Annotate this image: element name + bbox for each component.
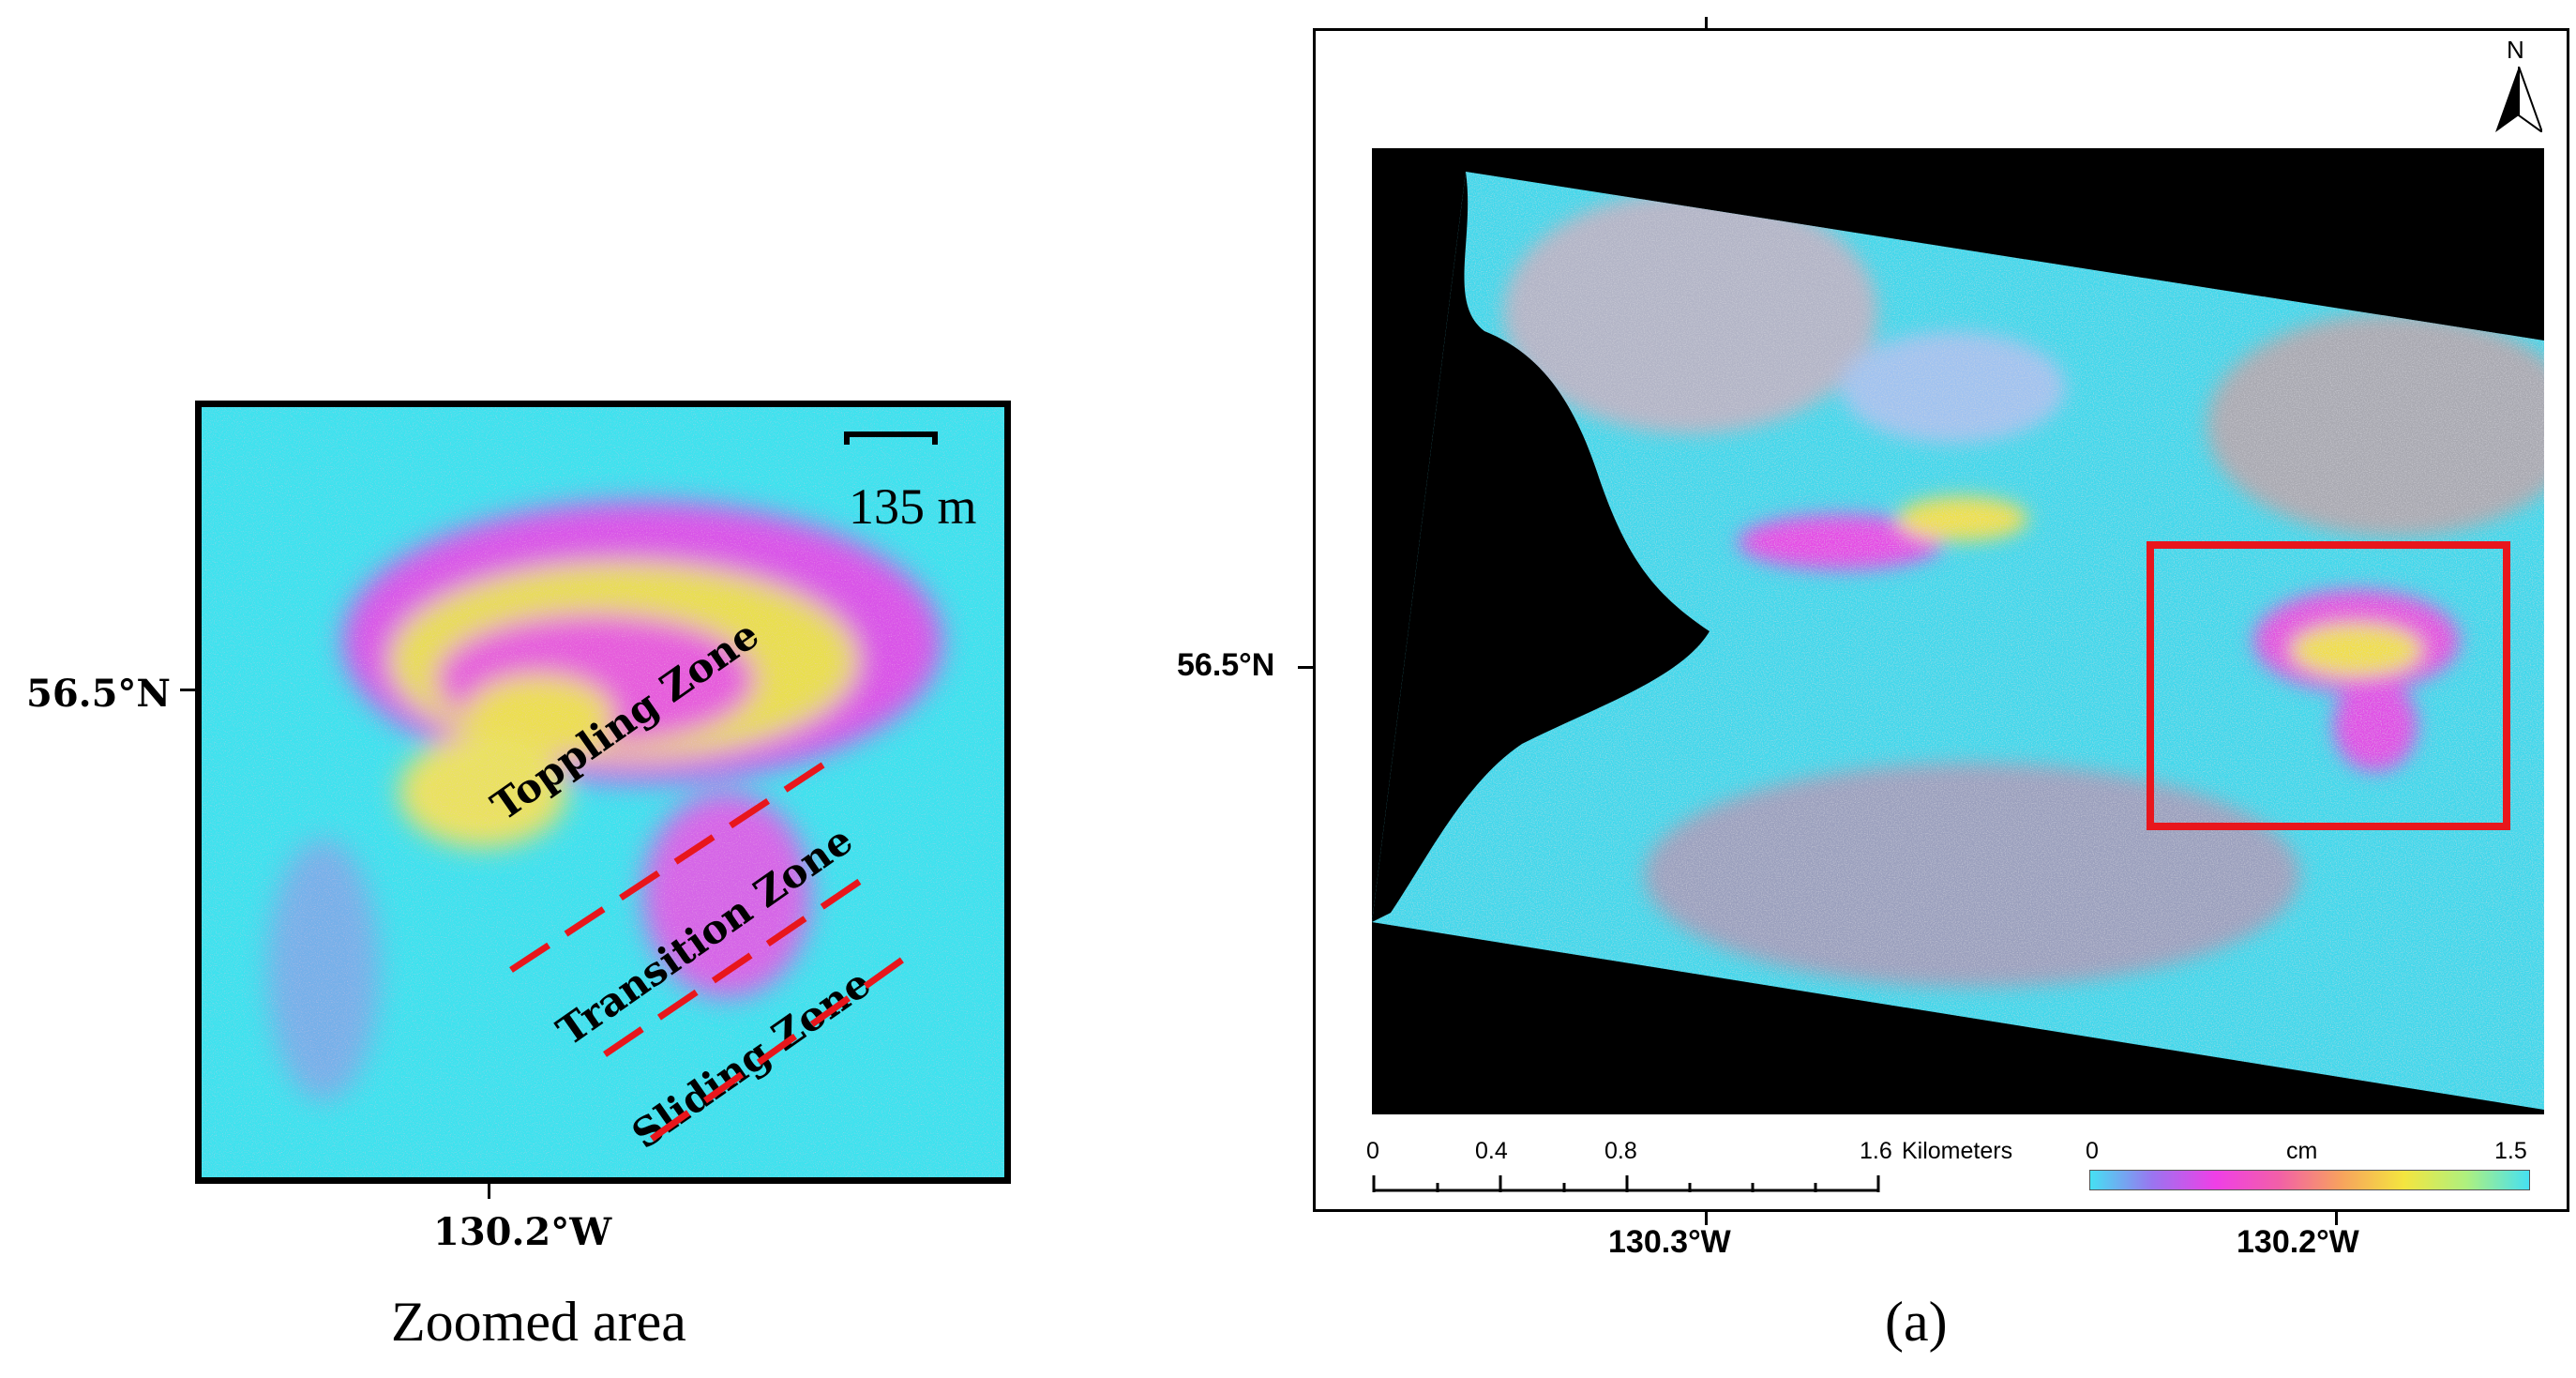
study-area-highlight-box [2147, 541, 2510, 830]
zoom-lat-tick [180, 689, 195, 691]
zoomed-deformation-image [202, 407, 1004, 1177]
map-lat-tick [1298, 666, 1313, 669]
scale-tick-0-4: 0.4 [1475, 1138, 1508, 1164]
zone-boundaries [509, 751, 917, 1142]
zoomed-area-caption: Zoomed area [391, 1291, 686, 1353]
map-panel: N 0 0.4 0.8 1.6 Kilometers 0 [1313, 28, 2569, 1212]
panel-caption: (a) [1885, 1291, 1948, 1353]
map-longitude-label-2: 130.2°W [2237, 1224, 2359, 1260]
map-top-tick [1705, 17, 1708, 28]
zoom-latitude-label: 56.5°N [26, 672, 171, 716]
zoomed-area-panel: 135 m Toppling Zone Transition Zone Slid… [195, 401, 1011, 1184]
map-lon-tick-2 [2335, 1212, 2338, 1225]
scale-bar [844, 432, 938, 445]
zoom-lon-tick [488, 1184, 490, 1199]
zoom-longitude-label: 130.2°W [433, 1210, 612, 1254]
color-bar-unit: cm [2286, 1138, 2318, 1164]
scale-bar-ruler [1372, 1175, 1880, 1192]
scale-tick-1-6: 1.6 [1860, 1138, 1892, 1164]
scale-tick-0: 0 [1366, 1138, 1379, 1164]
map-lon-tick-1 [1705, 1212, 1708, 1225]
color-bar-max: 1.5 [2494, 1138, 2527, 1164]
map-latitude-label: 56.5°N [1177, 647, 1275, 683]
color-bar-min: 0 [2086, 1138, 2099, 1164]
map-longitude-label-1: 130.3°W [1608, 1224, 1731, 1260]
scale-bar-label: 135 m [849, 478, 977, 535]
color-bar-legend: 0 cm 1.5 [2086, 1138, 2530, 1194]
scale-unit: Kilometers [1902, 1138, 2013, 1164]
north-label: N [2507, 36, 2524, 64]
scale-tick-0-8: 0.8 [1604, 1138, 1637, 1164]
map-scale-bar: 0 0.4 0.8 1.6 Kilometers [1366, 1138, 2012, 1194]
deformation-map-image [1372, 148, 2544, 1114]
color-ramp [2089, 1170, 2530, 1190]
north-arrow-icon [2495, 67, 2542, 132]
